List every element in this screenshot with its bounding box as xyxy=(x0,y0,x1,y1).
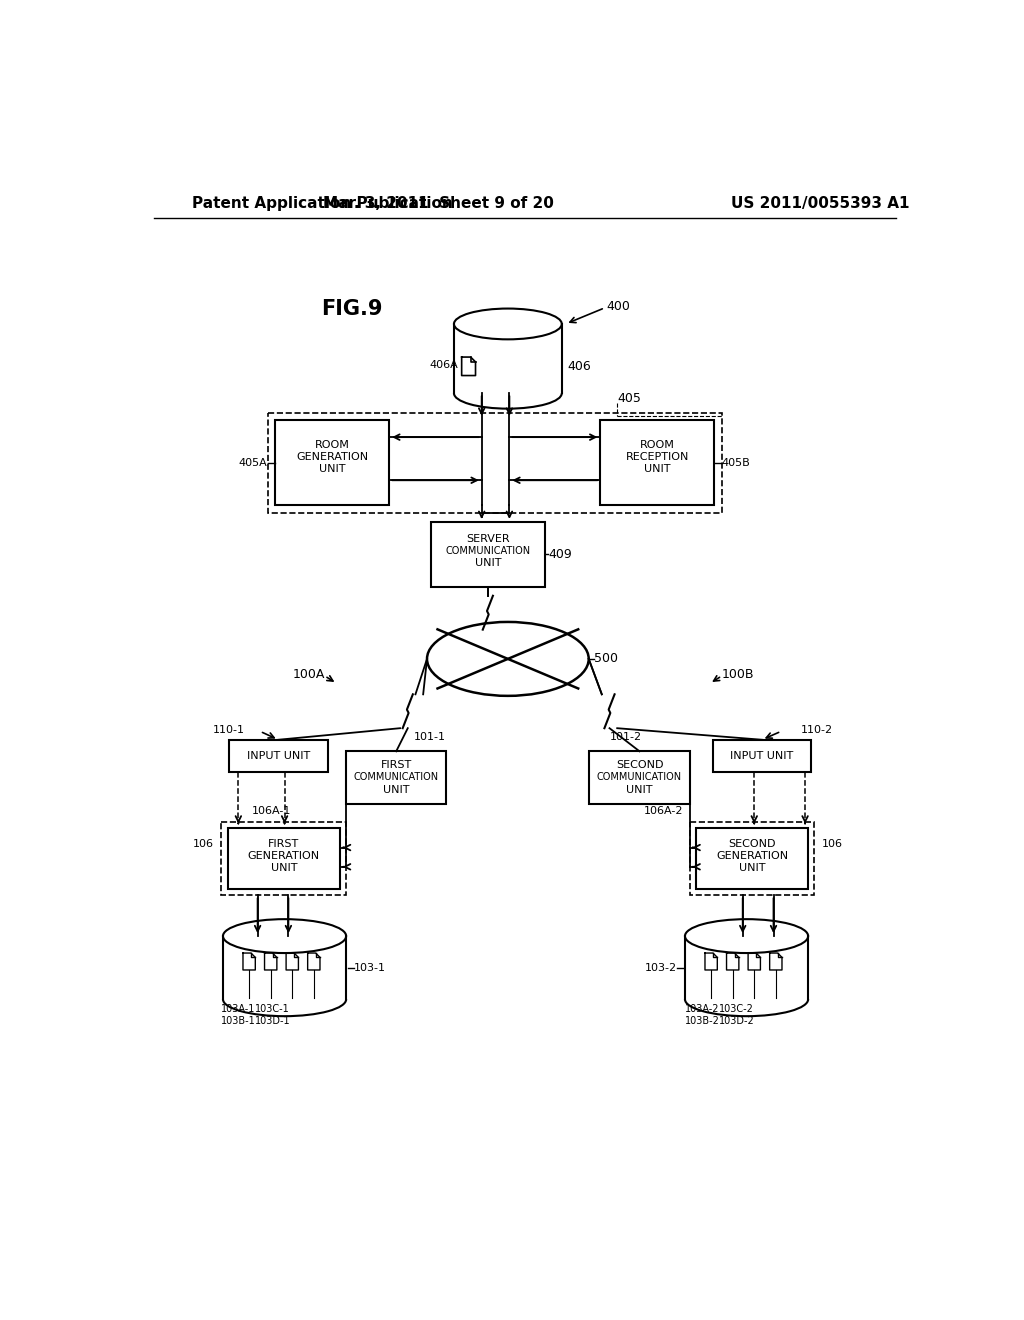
Bar xyxy=(221,822,346,895)
Text: US 2011/0055393 A1: US 2011/0055393 A1 xyxy=(731,195,909,211)
Text: RECEPTION: RECEPTION xyxy=(626,453,689,462)
Text: COMMUNICATION: COMMUNICATION xyxy=(445,546,530,556)
Bar xyxy=(454,323,562,393)
Text: 405: 405 xyxy=(617,392,641,405)
Ellipse shape xyxy=(427,622,589,696)
Bar xyxy=(431,521,545,587)
Text: 101-1: 101-1 xyxy=(414,733,445,742)
Text: 103B-1: 103B-1 xyxy=(221,1016,256,1026)
Bar xyxy=(695,829,808,890)
Bar xyxy=(590,751,689,804)
Text: GENERATION: GENERATION xyxy=(296,453,369,462)
Text: 103D-1: 103D-1 xyxy=(255,1016,291,1026)
Bar xyxy=(275,420,389,506)
Text: 106A-2: 106A-2 xyxy=(644,807,683,816)
Text: 400: 400 xyxy=(606,300,631,313)
Text: UNIT: UNIT xyxy=(319,465,345,474)
Text: 103A-1: 103A-1 xyxy=(221,1005,256,1014)
Text: SERVER: SERVER xyxy=(466,533,510,544)
Text: 106: 106 xyxy=(193,838,214,849)
Text: 103-1: 103-1 xyxy=(354,964,386,973)
Text: 110-1: 110-1 xyxy=(213,725,245,735)
Text: ROOM: ROOM xyxy=(640,440,675,450)
Bar xyxy=(229,739,328,772)
Text: COMMUNICATION: COMMUNICATION xyxy=(353,772,438,783)
Bar xyxy=(227,829,340,890)
Text: ROOM: ROOM xyxy=(314,440,350,450)
Ellipse shape xyxy=(685,919,808,953)
Text: 103-2: 103-2 xyxy=(645,964,677,973)
Text: 103D-2: 103D-2 xyxy=(719,1016,755,1026)
Text: FIRST: FIRST xyxy=(268,838,299,849)
Text: SECOND: SECOND xyxy=(615,760,664,770)
Text: Patent Application Publication: Patent Application Publication xyxy=(193,195,453,211)
Text: UNIT: UNIT xyxy=(474,558,501,569)
Text: INPUT UNIT: INPUT UNIT xyxy=(247,751,310,760)
Text: COMMUNICATION: COMMUNICATION xyxy=(597,772,682,783)
Text: 406A: 406A xyxy=(429,360,458,370)
Text: 103C-1: 103C-1 xyxy=(255,1005,290,1014)
Bar xyxy=(223,936,346,999)
Bar xyxy=(267,412,722,512)
Text: 110-2: 110-2 xyxy=(801,725,833,735)
Text: INPUT UNIT: INPUT UNIT xyxy=(730,751,794,760)
Text: 405A: 405A xyxy=(239,458,267,467)
Text: 106A-1: 106A-1 xyxy=(252,807,292,816)
Text: 500: 500 xyxy=(594,652,618,665)
Bar xyxy=(346,751,446,804)
Text: FIRST: FIRST xyxy=(381,760,412,770)
Text: 106: 106 xyxy=(822,838,843,849)
Ellipse shape xyxy=(223,919,346,953)
Text: UNIT: UNIT xyxy=(738,863,765,874)
Text: UNIT: UNIT xyxy=(270,863,297,874)
Text: FIG.9: FIG.9 xyxy=(322,298,383,318)
Text: 101-2: 101-2 xyxy=(609,733,642,742)
Bar xyxy=(689,822,814,895)
Text: UNIT: UNIT xyxy=(383,785,410,795)
Text: Mar. 3, 2011  Sheet 9 of 20: Mar. 3, 2011 Sheet 9 of 20 xyxy=(324,195,554,211)
Text: UNIT: UNIT xyxy=(627,785,652,795)
Bar xyxy=(713,739,811,772)
Ellipse shape xyxy=(454,309,562,339)
Text: 103B-2: 103B-2 xyxy=(685,1016,720,1026)
Bar xyxy=(600,420,714,506)
Text: 103C-2: 103C-2 xyxy=(719,1005,754,1014)
Text: UNIT: UNIT xyxy=(644,465,671,474)
Text: 406: 406 xyxy=(567,360,591,372)
Text: GENERATION: GENERATION xyxy=(716,851,788,861)
Text: 405B: 405B xyxy=(722,458,751,467)
Text: 409: 409 xyxy=(548,548,571,561)
Text: 100B: 100B xyxy=(722,668,755,681)
Text: 103A-2: 103A-2 xyxy=(685,1005,720,1014)
Text: SECOND: SECOND xyxy=(728,838,776,849)
Text: GENERATION: GENERATION xyxy=(248,851,319,861)
Bar xyxy=(685,936,808,999)
Text: 100A: 100A xyxy=(292,668,325,681)
